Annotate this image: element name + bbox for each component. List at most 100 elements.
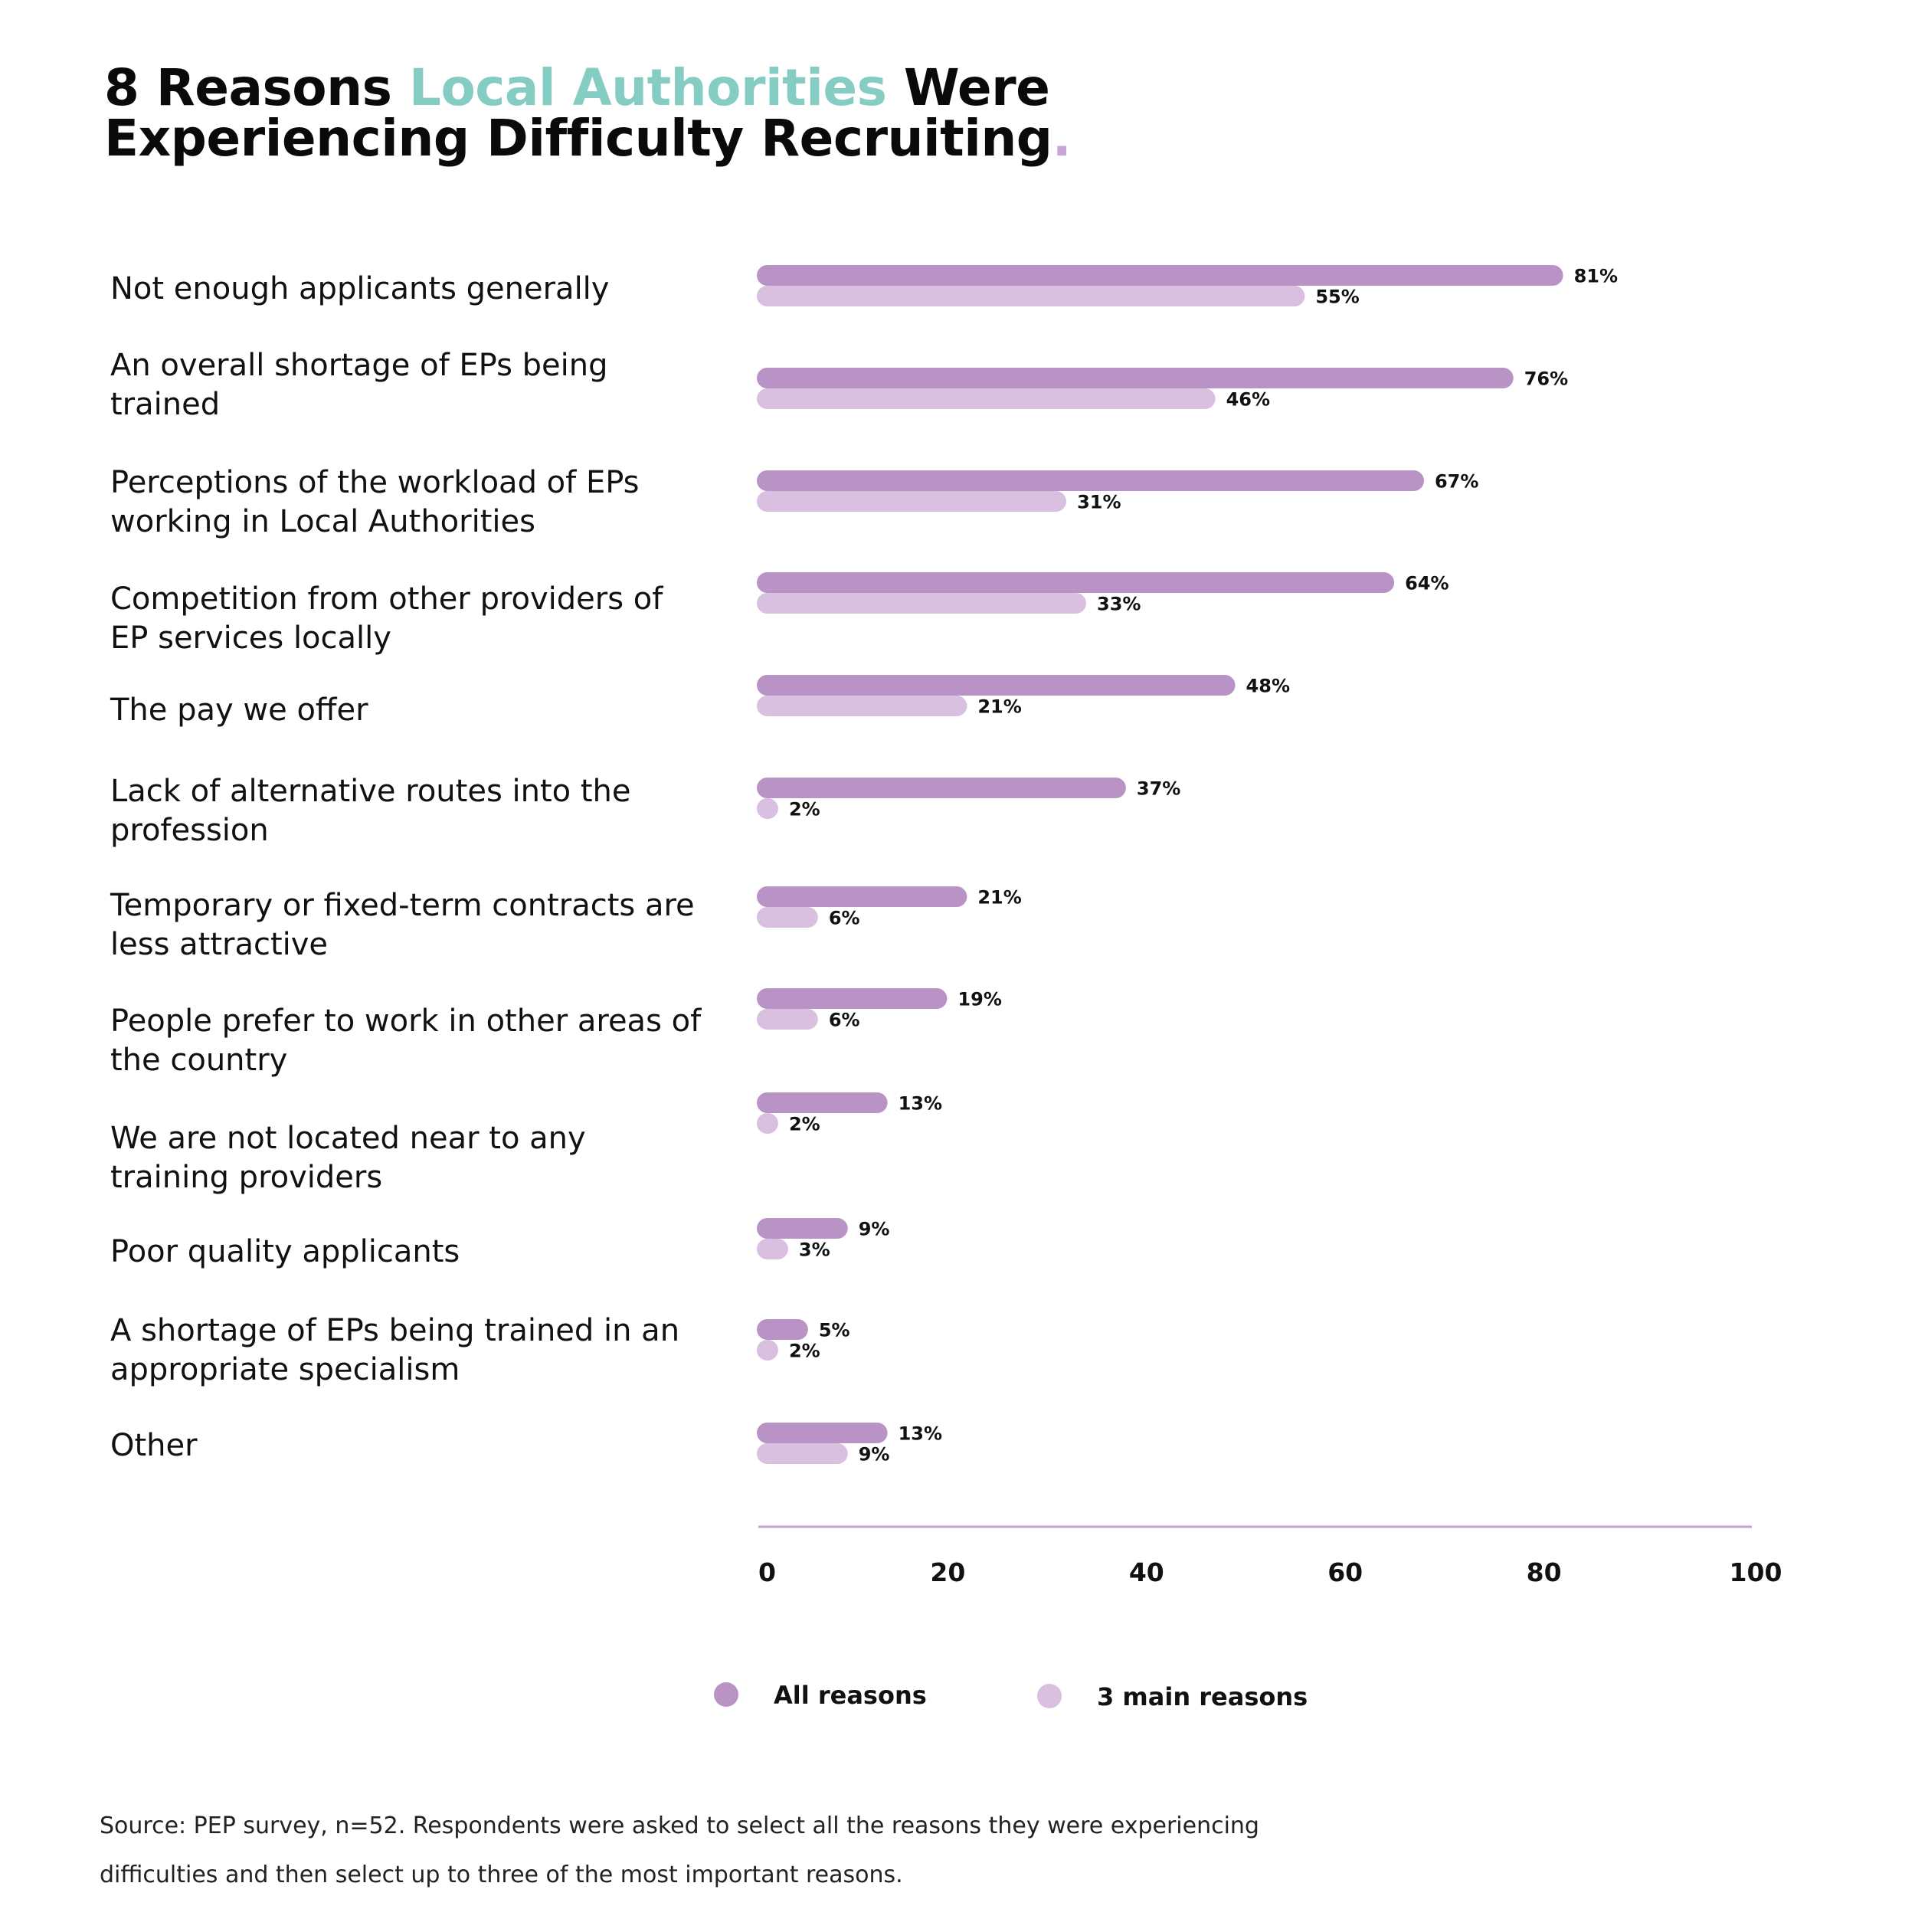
category-label-line: Other bbox=[110, 1428, 198, 1463]
category-label: We are not located near to any training p… bbox=[110, 1121, 586, 1195]
value-label-all-reasons: 21% bbox=[977, 887, 1021, 909]
value-label-3-main-reasons: 31% bbox=[1077, 492, 1121, 513]
category-label: Not enough applicants generally bbox=[110, 271, 609, 306]
value-label-all-reasons: 37% bbox=[1137, 778, 1180, 800]
title-dot: . bbox=[1052, 109, 1072, 168]
category-label-line: Competition from other providers of bbox=[110, 581, 663, 617]
category-label: A shortage of EPs being trained in an app… bbox=[110, 1313, 679, 1387]
bar-3-main-reasons bbox=[757, 593, 1087, 614]
bar-all-reasons bbox=[757, 778, 1126, 798]
value-label-3-main-reasons: 3% bbox=[799, 1239, 830, 1261]
bar-3-main-reasons bbox=[757, 696, 967, 716]
value-label-all-reasons: 76% bbox=[1524, 368, 1568, 390]
legend-marker-all-reasons bbox=[714, 1682, 738, 1707]
legend-label-3-main-reasons: 3 main reasons bbox=[1097, 1682, 1308, 1711]
bar-all-reasons bbox=[757, 1218, 848, 1239]
bar-all-reasons bbox=[757, 265, 1563, 286]
x-tick-label: 100 bbox=[1730, 1557, 1782, 1587]
x-tick-label: 0 bbox=[758, 1557, 776, 1587]
value-label-3-main-reasons: 6% bbox=[829, 1010, 860, 1031]
category-label-line: EP services locally bbox=[110, 621, 391, 656]
value-label-3-main-reasons: 2% bbox=[789, 1114, 820, 1135]
category-label: Competition from other providers of EP se… bbox=[110, 581, 663, 656]
value-label-3-main-reasons: 46% bbox=[1226, 389, 1270, 411]
bar-all-reasons bbox=[757, 1319, 808, 1340]
bar-3-main-reasons bbox=[757, 1443, 848, 1464]
value-label-all-reasons: 48% bbox=[1246, 676, 1290, 697]
bar-all-reasons bbox=[757, 1423, 888, 1443]
source-note: Source: PEP survey, n=52. Respondents we… bbox=[100, 1802, 1478, 1900]
bar-all-reasons bbox=[757, 988, 948, 1009]
bar-3-main-reasons bbox=[757, 1113, 778, 1134]
category-label-line: A shortage of EPs being trained in an bbox=[110, 1313, 679, 1348]
category-label: The pay we offer bbox=[110, 693, 368, 728]
x-tick-label: 40 bbox=[1129, 1557, 1164, 1587]
value-label-all-reasons: 64% bbox=[1405, 573, 1449, 594]
legend: All reasons 3 main reasons bbox=[714, 1681, 1308, 1711]
bar-3-main-reasons bbox=[757, 798, 778, 819]
source-line1: Source: PEP survey, n=52. Respondents we… bbox=[100, 1812, 1259, 1839]
bars-layer: Not enough applicants generally 81% 55% An … bbox=[110, 265, 1618, 1465]
value-label-3-main-reasons: 33% bbox=[1097, 594, 1141, 615]
value-label-3-main-reasons: 6% bbox=[829, 908, 860, 929]
value-label-all-reasons: 13% bbox=[899, 1423, 942, 1445]
category-label-line: Temporary or fixed-term contracts are bbox=[110, 888, 695, 923]
value-label-3-main-reasons: 2% bbox=[789, 799, 820, 820]
category-label-line: Lack of alternative routes into the bbox=[110, 774, 630, 809]
category-label: Poor quality applicants bbox=[110, 1234, 460, 1269]
legend-marker-3-main-reasons bbox=[1037, 1684, 1062, 1708]
category-label-line: An overall shortage of EPs being bbox=[110, 348, 607, 383]
category-label: People prefer to work in other areas of t… bbox=[110, 1004, 702, 1078]
value-label-all-reasons: 13% bbox=[899, 1093, 942, 1115]
category-label-line: The pay we offer bbox=[110, 693, 368, 728]
category-label-line: the country bbox=[110, 1043, 287, 1078]
category-label: An overall shortage of EPs being trained bbox=[110, 348, 607, 422]
bar-3-main-reasons bbox=[757, 286, 1305, 306]
category-label-line: Perceptions of the workload of EPs bbox=[110, 465, 639, 500]
bar-all-reasons bbox=[757, 470, 1424, 491]
value-label-all-reasons: 19% bbox=[958, 989, 1001, 1010]
category-label-line: People prefer to work in other areas of bbox=[110, 1004, 702, 1039]
x-axis-ticks: 0 20 40 60 80 100 bbox=[758, 1557, 1782, 1587]
value-label-3-main-reasons: 9% bbox=[859, 1444, 890, 1465]
title-line2: Experiencing Difficulty Recruiting bbox=[104, 109, 1052, 168]
title-accent: Local Authorities bbox=[408, 58, 887, 117]
category-label-line: less attractive bbox=[110, 927, 328, 962]
value-label-all-reasons: 5% bbox=[819, 1320, 850, 1341]
value-label-3-main-reasons: 21% bbox=[977, 696, 1021, 718]
x-tick-label: 20 bbox=[930, 1557, 965, 1587]
category-label-line: profession bbox=[110, 813, 269, 848]
bar-3-main-reasons bbox=[757, 491, 1067, 512]
bar-all-reasons bbox=[757, 368, 1514, 388]
chart-title: 8 Reasons Local Authorities Were Experien… bbox=[104, 63, 1072, 164]
x-tick-label: 80 bbox=[1527, 1557, 1562, 1587]
category-label-line: working in Local Authorities bbox=[110, 504, 535, 539]
value-label-all-reasons: 67% bbox=[1435, 471, 1478, 493]
category-label-line: Not enough applicants generally bbox=[110, 271, 609, 306]
value-label-all-reasons: 9% bbox=[859, 1219, 890, 1240]
bar-3-main-reasons bbox=[757, 1340, 778, 1361]
title-part2: Were bbox=[886, 58, 1050, 117]
value-label-3-main-reasons: 55% bbox=[1315, 287, 1359, 308]
category-label: Perceptions of the workload of EPs workin… bbox=[110, 465, 639, 539]
bar-3-main-reasons bbox=[757, 1239, 788, 1259]
source-line2: difficulties and then select up to three… bbox=[100, 1862, 903, 1888]
legend-label-all-reasons: All reasons bbox=[774, 1681, 927, 1710]
category-label-line: Poor quality applicants bbox=[110, 1234, 460, 1269]
title-part1: 8 Reasons bbox=[104, 58, 409, 117]
x-tick-label: 60 bbox=[1327, 1557, 1363, 1587]
category-label-line: training providers bbox=[110, 1160, 382, 1195]
category-label-line: appropriate specialism bbox=[110, 1352, 460, 1387]
value-label-all-reasons: 81% bbox=[1574, 266, 1618, 287]
value-label-3-main-reasons: 2% bbox=[789, 1341, 820, 1362]
bar-3-main-reasons bbox=[757, 388, 1216, 409]
bar-all-reasons bbox=[757, 886, 967, 907]
bar-3-main-reasons bbox=[757, 907, 818, 928]
bar-all-reasons bbox=[757, 1092, 888, 1113]
category-label-line: trained bbox=[110, 387, 220, 422]
category-label: Temporary or fixed-term contracts are les… bbox=[110, 888, 695, 962]
bar-all-reasons bbox=[757, 572, 1395, 593]
category-label: Lack of alternative routes into the profe… bbox=[110, 774, 630, 848]
bar-3-main-reasons bbox=[757, 1009, 818, 1030]
